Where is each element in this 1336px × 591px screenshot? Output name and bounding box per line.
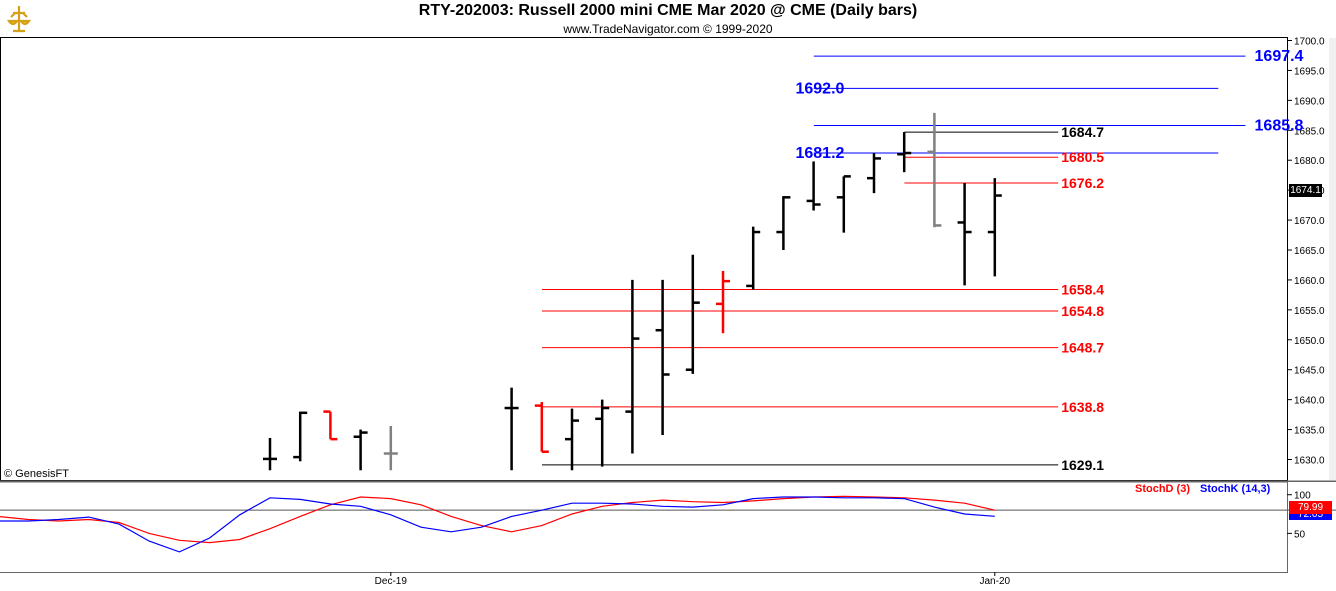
price-tick-label: 1650.0 [1294,336,1325,347]
ohlc-bar [836,175,851,233]
ohlc-bar [625,279,640,454]
ohlc-bar [716,270,730,334]
ohlc-bar [534,402,549,453]
level-label: 1684.7 [1061,124,1104,140]
price-tick-label: 1680.0 [1294,156,1325,167]
ohlc-bar [927,112,942,228]
ohlc-bar [685,254,700,374]
stochk-value-label: 72.05 [1289,509,1332,520]
genesis-watermark: © GenesisFT [4,468,69,480]
price-tick-label: 1630.0 [1294,456,1325,467]
stochd-legend: StochD (3) [1135,483,1190,495]
ohlc-bar [504,387,519,471]
level-label: 1648.7 [1061,340,1104,356]
price-tick-label: 1645.0 [1294,366,1325,377]
ohlc-bar [957,182,972,286]
ohlc-bar [383,425,398,471]
trade-navigator-logo-icon [3,3,35,35]
price-tick-label: 1700.0 [1294,37,1325,48]
price-tick-label: 1690.0 [1294,96,1325,107]
ohlc-bar [776,196,791,250]
ohlc-bar [595,399,610,467]
ohlc-bar [867,153,881,194]
ohlc-bar [353,429,368,471]
price-tick-label: 1685.0 [1294,126,1325,137]
level-label: 1680.5 [1061,149,1104,165]
price-tick-label: 1670.0 [1294,216,1325,227]
price-tick-label: 1635.0 [1294,426,1325,437]
level-label: 1681.2 [795,145,844,162]
stoch-tick-label: 50 [1294,529,1306,540]
level-label: 1697.4 [1255,48,1304,65]
x-tick-label: Dec-19 [375,576,408,587]
chart-title: RTY-202003: Russell 2000 mini CME Mar 20… [418,2,918,19]
price-tick-label: 1665.0 [1294,246,1325,257]
level-label: 1676.2 [1061,175,1104,191]
ohlc-bar [655,279,670,435]
ohlc-bar [987,178,1002,277]
level-label: 1638.8 [1061,399,1104,415]
x-tick-label: Jan-20 [980,576,1011,587]
ohlc-bar [897,132,912,173]
ohlc-bar [263,437,277,471]
level-label: 1629.1 [1061,457,1104,473]
scrollbar-track[interactable] [1329,38,1336,480]
stoch-axis-strip [1288,482,1336,572]
ohlc-bar [293,411,308,462]
last-price-label: 1674.1 [1289,184,1322,197]
price-tick-label: 1660.0 [1294,276,1325,287]
level-label: 1685.8 [1255,117,1304,134]
price-tick-label: 1695.0 [1294,66,1325,77]
ohlc-bar [565,408,579,471]
chart-subtitle: www.TradeNavigator.com © 1999-2020 [563,22,773,36]
stoch-series-line [0,495,995,544]
ohlc-bar [746,226,761,290]
stoch-series-line [0,496,995,553]
level-label: 1658.4 [1061,282,1104,298]
stochk-legend: StochK (14,3) [1200,483,1271,495]
stochd-value-label: 79.99 [1289,501,1332,514]
price-panel-frame [0,37,1288,481]
level-label: 1692.0 [795,80,844,97]
level-label: 1654.8 [1061,303,1104,319]
price-tick-label: 1655.0 [1294,306,1325,317]
ohlc-bar [323,410,338,441]
price-tick-label: 1640.0 [1294,396,1325,407]
ohlc-bar [806,161,821,211]
